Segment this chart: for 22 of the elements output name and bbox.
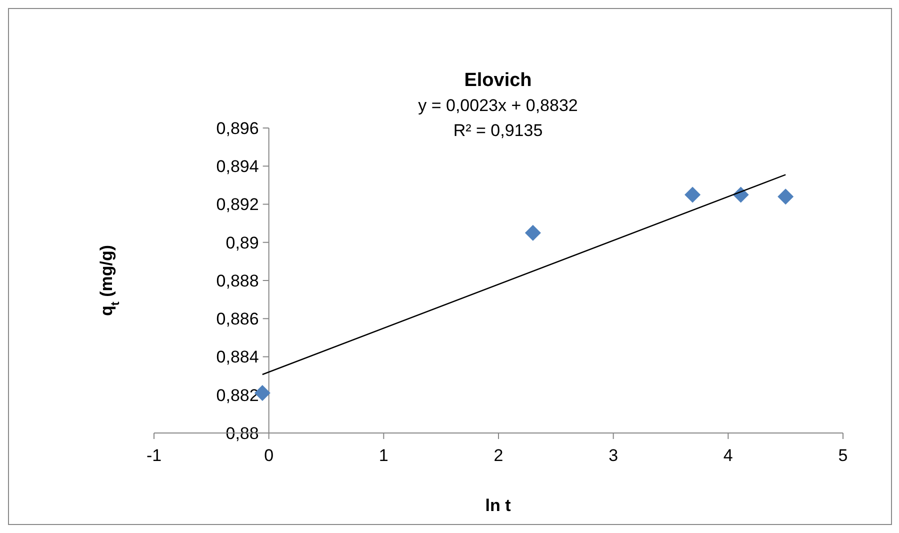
- point: [778, 188, 794, 205]
- y-tick-label: 0,888: [216, 271, 259, 290]
- point: [684, 186, 701, 203]
- x-tick-label: 1: [378, 446, 388, 465]
- y-tick-label: 0,884: [216, 348, 259, 367]
- x-tick-label: 2: [494, 446, 504, 465]
- x-tick-label: 3: [608, 446, 618, 465]
- point: [524, 224, 541, 241]
- y-tick-label: 0,882: [216, 386, 259, 405]
- y-tick-label: 0,892: [216, 195, 259, 214]
- x-tick-label: 4: [723, 446, 733, 465]
- x-tick-label: -1: [146, 446, 162, 465]
- x-tick-label: 0: [264, 446, 274, 465]
- y-tick-label: 0,89: [226, 233, 259, 252]
- x-axis-title: ln t: [485, 496, 512, 515]
- annotation: R² = 0,9135: [453, 121, 543, 140]
- chart-title: Elovich: [464, 70, 532, 91]
- y-tick-label: 0,896: [216, 118, 259, 138]
- y-tick-label: 0,886: [216, 310, 259, 329]
- text: y = 0,0023x + 0,8832: [418, 96, 578, 115]
- y-tick-label: 0,894: [216, 157, 259, 176]
- x-tick-label: 5: [838, 446, 848, 465]
